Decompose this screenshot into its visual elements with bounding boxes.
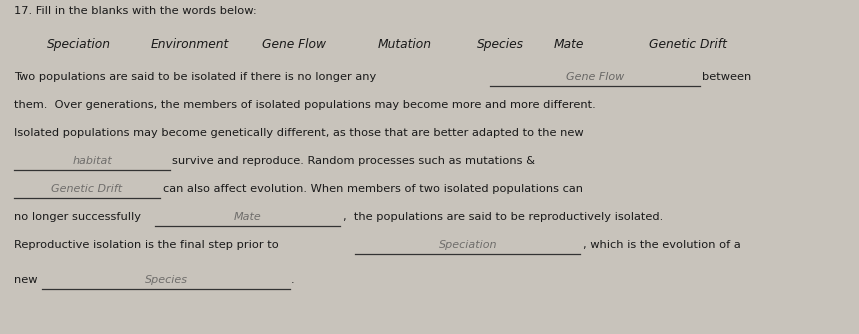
Text: Species: Species bbox=[144, 275, 187, 285]
Text: new: new bbox=[14, 275, 38, 285]
Text: Reproductive isolation is the final step prior to: Reproductive isolation is the final step… bbox=[14, 240, 279, 250]
Text: Species: Species bbox=[477, 38, 524, 51]
Text: ,  the populations are said to be reproductively isolated.: , the populations are said to be reprodu… bbox=[343, 212, 663, 222]
Text: Genetic Drift: Genetic Drift bbox=[649, 38, 727, 51]
Text: habitat: habitat bbox=[72, 156, 112, 166]
Text: can also affect evolution. When members of two isolated populations can: can also affect evolution. When members … bbox=[163, 184, 583, 194]
Text: 17. Fill in the blanks with the words below:: 17. Fill in the blanks with the words be… bbox=[14, 6, 257, 16]
Text: Speciation: Speciation bbox=[47, 38, 112, 51]
Text: Gene Flow: Gene Flow bbox=[262, 38, 326, 51]
Text: between: between bbox=[702, 72, 752, 82]
Text: , which is the evolution of a: , which is the evolution of a bbox=[583, 240, 740, 250]
Text: no longer successfully: no longer successfully bbox=[14, 212, 141, 222]
Text: them.  Over generations, the members of isolated populations may become more and: them. Over generations, the members of i… bbox=[14, 100, 596, 110]
Text: Mate: Mate bbox=[235, 212, 262, 222]
Text: .: . bbox=[291, 275, 295, 285]
Text: Mutation: Mutation bbox=[378, 38, 432, 51]
Text: Isolated populations may become genetically different, as those that are better : Isolated populations may become genetica… bbox=[14, 128, 583, 138]
Text: Speciation: Speciation bbox=[439, 240, 497, 250]
Text: Two populations are said to be isolated if there is no longer any: Two populations are said to be isolated … bbox=[14, 72, 376, 82]
Text: Mate: Mate bbox=[554, 38, 584, 51]
Text: Genetic Drift: Genetic Drift bbox=[52, 184, 123, 194]
Text: Environment: Environment bbox=[150, 38, 228, 51]
Text: Gene Flow: Gene Flow bbox=[566, 72, 624, 82]
Text: survive and reproduce. Random processes such as mutations &: survive and reproduce. Random processes … bbox=[172, 156, 535, 166]
